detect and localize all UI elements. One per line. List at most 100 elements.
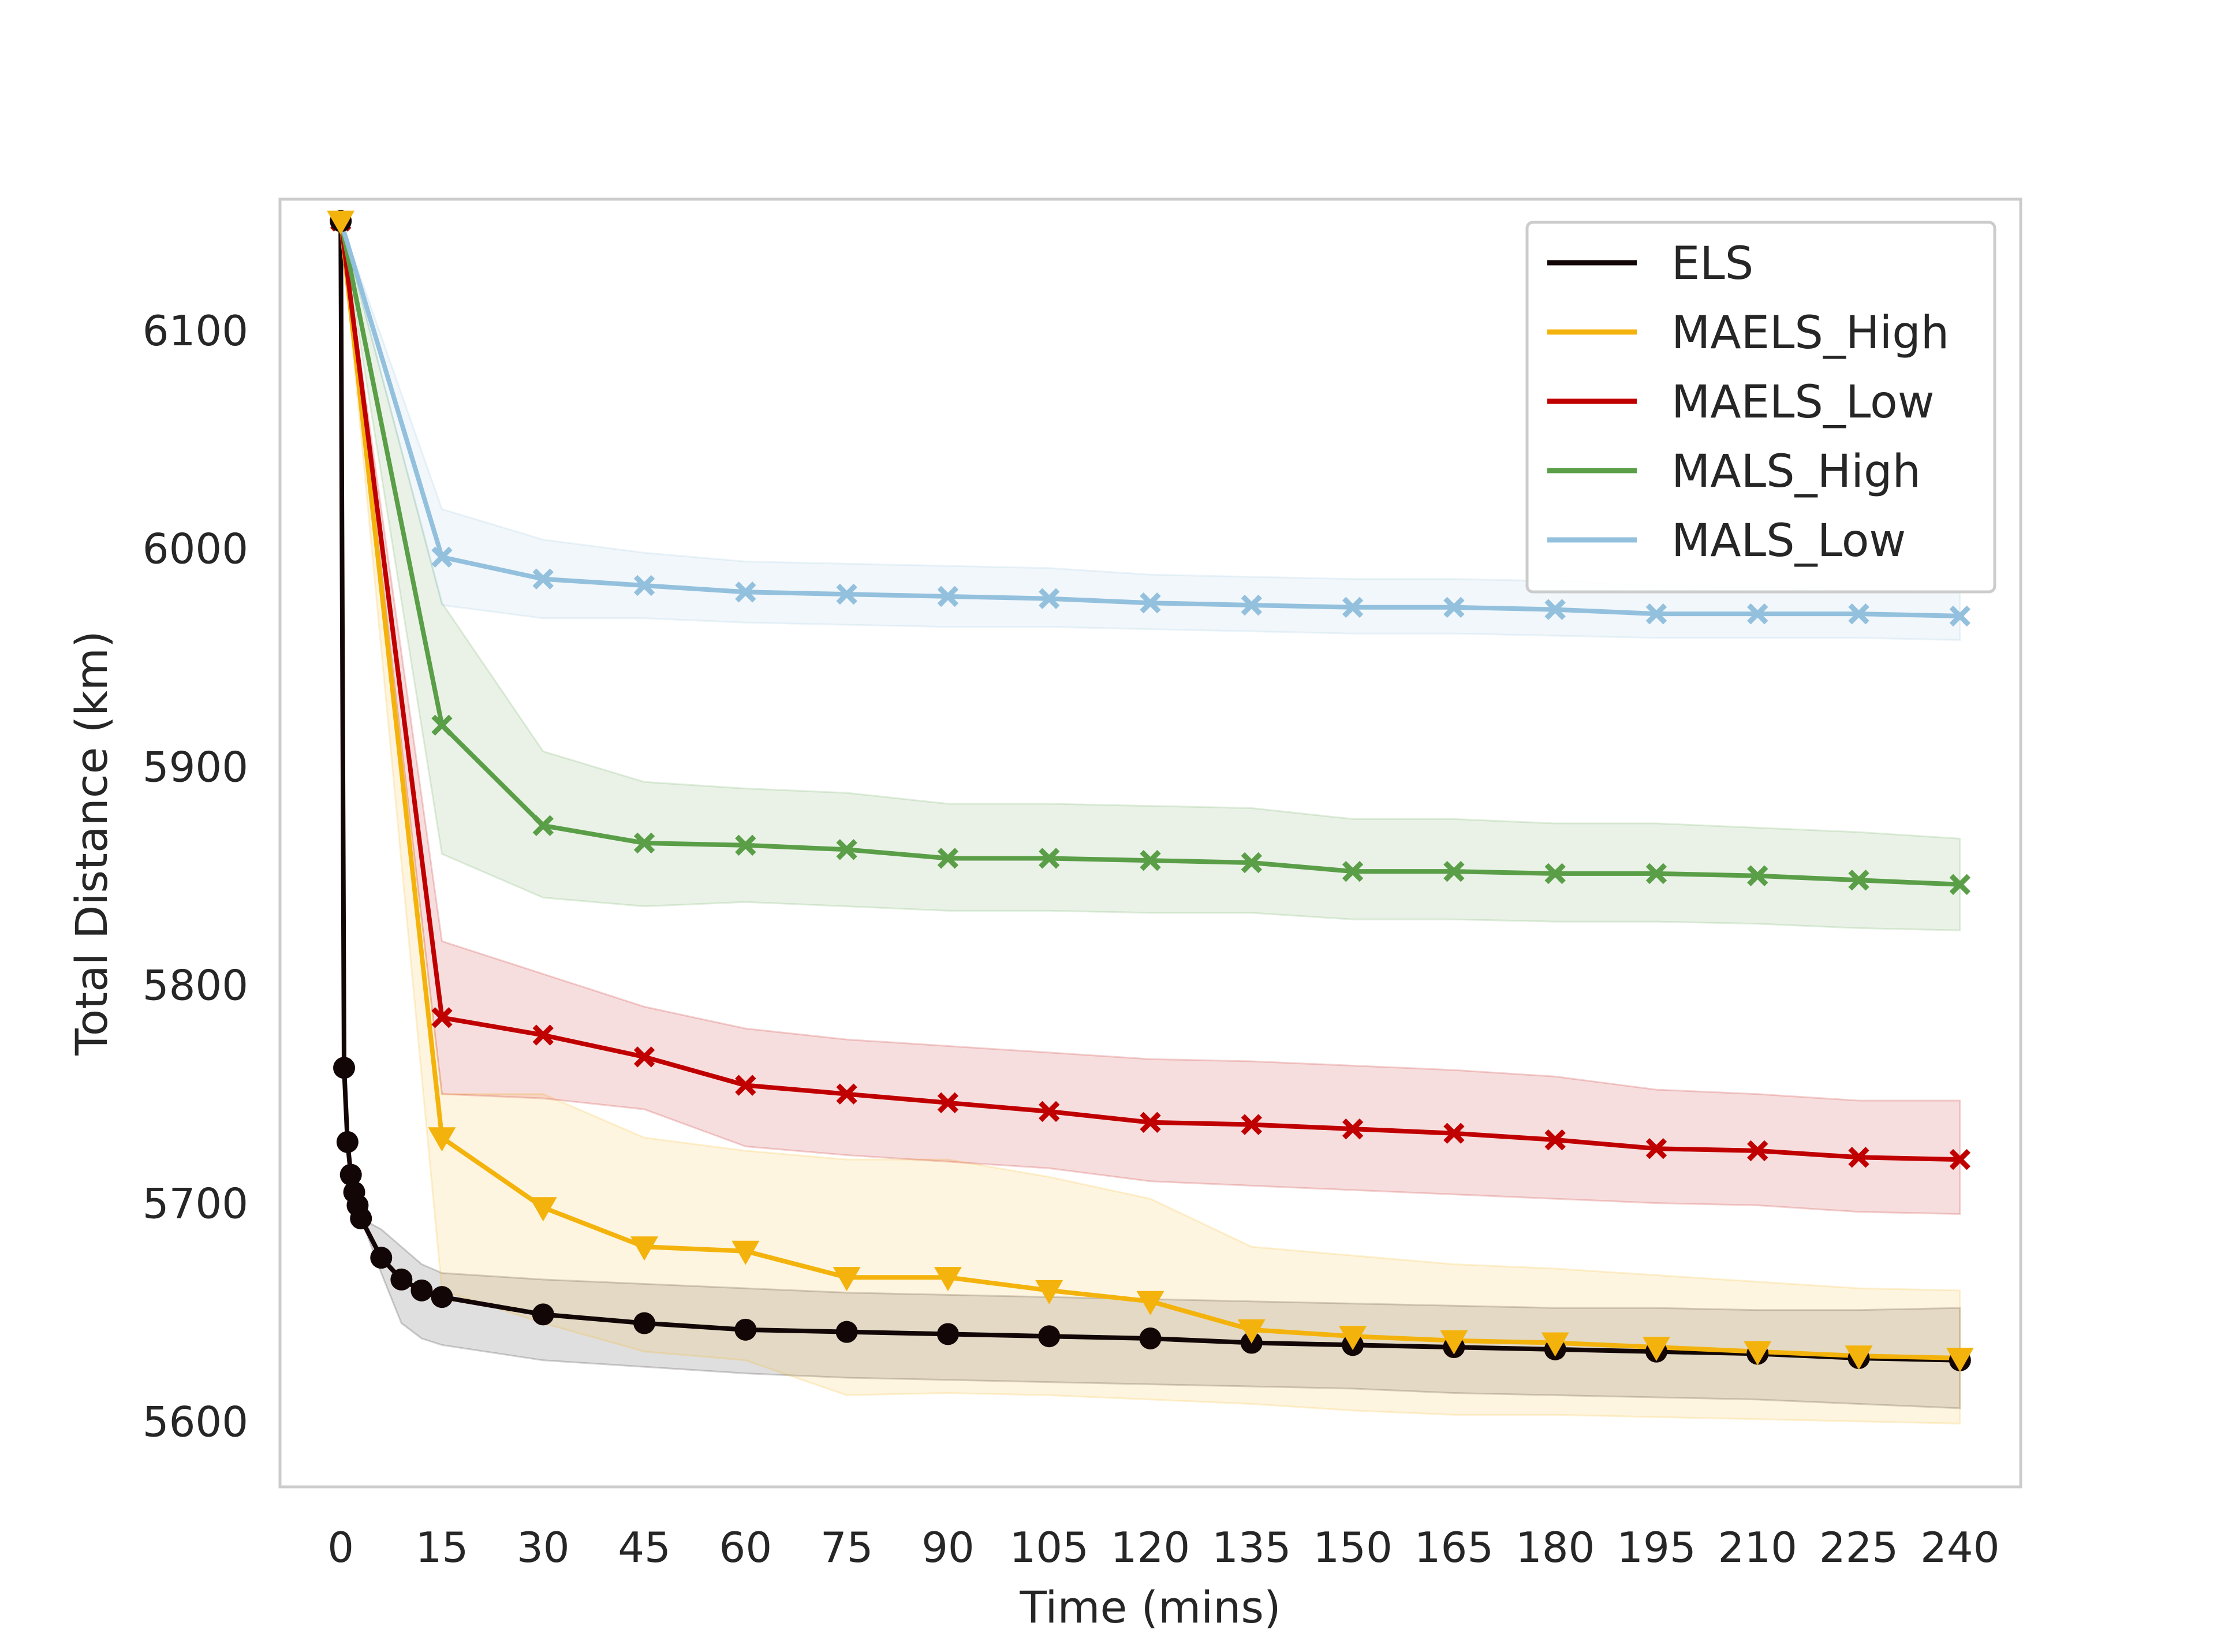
point-mals-high-15 xyxy=(1848,870,1869,891)
legend-label: MAELS_Low xyxy=(1671,376,1935,428)
point-mals-low-2 xyxy=(532,568,554,590)
x-tick-label: 60 xyxy=(719,1523,772,1572)
point-maels-low-6 xyxy=(937,1092,959,1113)
y-tick-label: 6100 xyxy=(143,307,248,355)
point-mals-high-7 xyxy=(1039,848,1060,869)
point-mals-low-11 xyxy=(1443,596,1465,618)
x-tick-label: 180 xyxy=(1516,1523,1595,1572)
point-els-14 xyxy=(835,1321,858,1343)
point-mals-low-14 xyxy=(1747,603,1768,625)
point-mals-low-8 xyxy=(1140,592,1161,614)
x-tick-label: 240 xyxy=(1920,1523,1999,1572)
point-mals-low-10 xyxy=(1342,596,1364,618)
confidence-bands xyxy=(339,221,1961,1424)
x-tick-label: 165 xyxy=(1414,1523,1494,1572)
series-markers xyxy=(327,210,1974,1372)
point-maels-high-4 xyxy=(731,1240,760,1265)
x-tick-label: 0 xyxy=(327,1523,354,1572)
point-maels-low-12 xyxy=(1544,1129,1566,1151)
point-mals-low-3 xyxy=(633,575,655,596)
point-mals-low-5 xyxy=(836,583,857,605)
point-mals-low-15 xyxy=(1848,603,1869,625)
point-maels-high-8 xyxy=(1136,1291,1165,1315)
point-mals-high-16 xyxy=(1949,874,1971,895)
point-els-17 xyxy=(1139,1327,1162,1349)
legend-item: MALS_Low xyxy=(1547,515,1906,567)
y-tick-label: 5800 xyxy=(143,961,248,1010)
point-maels-low-1 xyxy=(431,1007,453,1028)
plot-frame xyxy=(278,197,2022,1489)
point-els-12 xyxy=(633,1312,656,1334)
x-tick-label: 90 xyxy=(921,1523,975,1572)
point-mals-low-6 xyxy=(937,586,959,607)
point-mals-high-4 xyxy=(735,834,756,856)
legend-label: MALS_Low xyxy=(1671,515,1906,567)
point-maels-high-10 xyxy=(1339,1326,1367,1351)
point-mals-high-13 xyxy=(1645,863,1667,885)
y-tick-label: 5900 xyxy=(143,743,248,792)
legend-item: MAELS_High xyxy=(1547,307,1949,359)
x-tick-label: 210 xyxy=(1718,1523,1797,1572)
point-maels-high-5 xyxy=(833,1267,861,1292)
x-tick-label: 75 xyxy=(820,1523,874,1572)
point-mals-high-8 xyxy=(1140,850,1161,871)
point-mals-low-12 xyxy=(1544,599,1566,620)
y-tick-label: 5600 xyxy=(143,1398,248,1446)
point-els-16 xyxy=(1038,1325,1061,1348)
point-maels-high-12 xyxy=(1541,1332,1569,1357)
point-maels-high-13 xyxy=(1642,1337,1670,1362)
point-els-3 xyxy=(339,1164,362,1186)
x-axis-label: Time (mins) xyxy=(1019,1582,1281,1633)
point-mals-high-6 xyxy=(937,848,959,869)
point-maels-low-11 xyxy=(1443,1123,1465,1144)
point-maels-high-3 xyxy=(630,1236,659,1261)
point-els-10 xyxy=(431,1286,453,1308)
legend-label: MAELS_High xyxy=(1671,307,1949,359)
point-maels-high-6 xyxy=(934,1267,962,1292)
legend-label: ELS xyxy=(1671,238,1753,290)
x-tick-label: 225 xyxy=(1819,1523,1898,1572)
point-maels-high-14 xyxy=(1744,1341,1772,1366)
point-mals-high-14 xyxy=(1747,865,1768,886)
point-mals-high-1 xyxy=(431,714,453,736)
point-mals-high-12 xyxy=(1544,863,1566,885)
point-els-1 xyxy=(333,1057,356,1079)
point-maels-high-7 xyxy=(1035,1280,1063,1304)
point-maels-high-1 xyxy=(428,1127,456,1152)
x-tick-label: 120 xyxy=(1111,1523,1190,1572)
x-tick-label: 195 xyxy=(1617,1523,1696,1572)
point-mals-low-4 xyxy=(735,581,756,603)
x-tick-label: 45 xyxy=(618,1523,671,1572)
point-maels-low-5 xyxy=(836,1083,857,1105)
point-mals-high-3 xyxy=(633,832,655,854)
point-maels-high-2 xyxy=(529,1197,557,1222)
point-els-8 xyxy=(390,1268,413,1291)
point-els-15 xyxy=(936,1323,959,1345)
point-maels-high-11 xyxy=(1440,1330,1468,1355)
point-maels-high-9 xyxy=(1237,1319,1266,1344)
x-tick-label: 105 xyxy=(1009,1523,1088,1572)
point-mals-low-1 xyxy=(431,546,453,568)
point-mals-high-9 xyxy=(1241,852,1262,874)
point-mals-low-16 xyxy=(1949,605,1971,627)
point-mals-high-10 xyxy=(1342,860,1364,882)
legend-box xyxy=(1525,221,1996,594)
legend: ELS MAELS_High MAELS_Low MALS_High MALS_Low xyxy=(1525,221,1996,594)
point-els-6 xyxy=(350,1207,372,1230)
point-els-11 xyxy=(532,1303,554,1326)
point-maels-low-13 xyxy=(1645,1138,1667,1159)
point-els-2 xyxy=(336,1131,359,1153)
point-maels-low-10 xyxy=(1342,1118,1364,1140)
y-axis-ticks: 5600 5700 5800 5900 6000 6100 xyxy=(143,307,248,1446)
point-maels-high-16 xyxy=(1946,1348,1974,1372)
point-els-7 xyxy=(370,1247,393,1269)
x-tick-label: 150 xyxy=(1313,1523,1392,1572)
point-maels-low-8 xyxy=(1140,1112,1161,1133)
point-mals-high-11 xyxy=(1443,860,1465,882)
point-maels-high-0 xyxy=(327,210,355,235)
point-maels-low-7 xyxy=(1039,1101,1060,1123)
x-tick-label: 30 xyxy=(517,1523,570,1572)
legend-item: ELS xyxy=(1547,238,1753,290)
x-axis-ticks: 0 15 30 45 60 75 90 105 120 135 150 165 180 195 210 225… xyxy=(327,1523,1999,1572)
